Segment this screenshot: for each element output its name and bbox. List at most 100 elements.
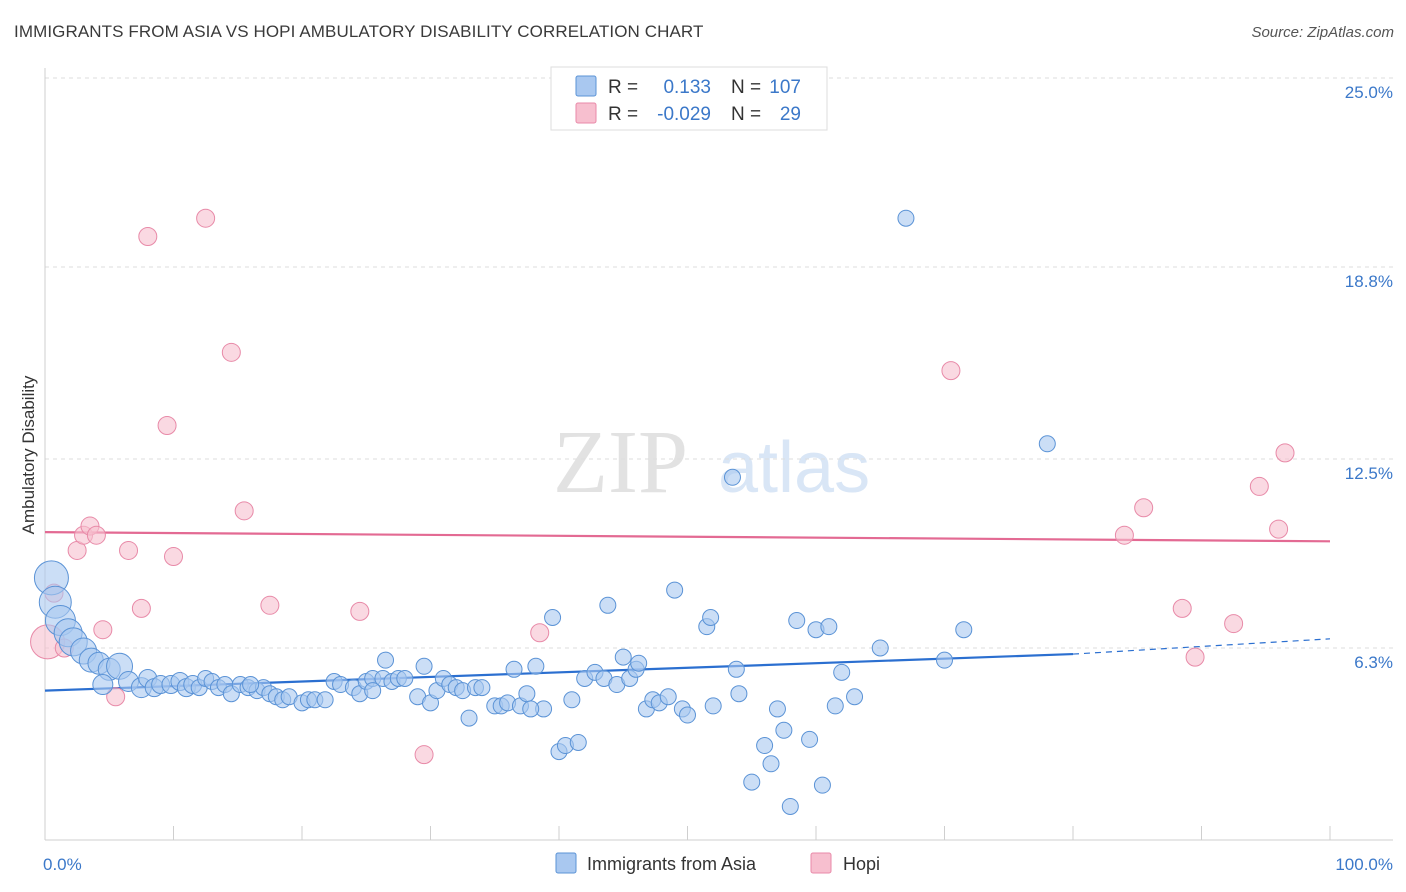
data-point-blue (599, 596, 617, 614)
data-point-pink (138, 226, 158, 246)
legend-r-value-0: 0.133 (663, 77, 711, 98)
data-point-blue (955, 621, 973, 639)
data-point-blue (788, 612, 806, 630)
data-point-blue (756, 737, 774, 755)
data-point-blue (727, 660, 745, 678)
data-point-pink (131, 598, 151, 618)
data-point-blue (544, 608, 562, 626)
data-point-pink (1249, 476, 1269, 496)
data-point-blue (505, 660, 523, 678)
data-point-blue (743, 773, 761, 791)
data-point-blue (563, 691, 581, 709)
bottom-legend-swatch-blue (555, 852, 577, 874)
data-point-blue (897, 209, 915, 227)
y-tick-label: 12.5% (1345, 464, 1393, 483)
data-point-blue (473, 679, 491, 697)
axes (44, 68, 1393, 841)
chart-title: IMMIGRANTS FROM ASIA VS HOPI AMBULATORY … (14, 22, 704, 41)
y-tick-label: 6.3% (1354, 653, 1393, 672)
data-point-pink (260, 595, 280, 615)
data-point-blue (826, 697, 844, 715)
data-point-blue (762, 755, 780, 773)
x-tick-label-max: 100.0% (1335, 855, 1393, 874)
data-point-pink (196, 208, 216, 228)
data-point-blue (522, 700, 540, 718)
data-point-blue (679, 706, 696, 724)
data-point-pink (530, 623, 550, 643)
data-point-pink (1134, 498, 1154, 518)
data-points (30, 208, 1295, 815)
data-point-blue (730, 685, 748, 703)
legend-n-value-0: 107 (769, 77, 801, 98)
data-point-pink (941, 361, 961, 381)
data-point-blue (364, 682, 382, 700)
data-point-blue (630, 654, 648, 672)
data-point-blue (775, 721, 793, 739)
y-tick-label: 18.8% (1345, 272, 1393, 291)
data-point-pink (414, 745, 434, 765)
data-point-pink (86, 525, 106, 545)
y-axis-title: Ambulatory Disability (19, 375, 38, 534)
data-point-blue (704, 697, 722, 715)
data-point-blue (242, 676, 260, 694)
gridlines (45, 77, 1393, 649)
watermark-zip: ZIP (553, 413, 688, 512)
data-point-pink (1224, 614, 1244, 634)
top-legend: R = 0.133 N = 107 R = -0.029 N = 29 (550, 66, 828, 131)
data-point-blue (460, 709, 478, 727)
x-ticks (173, 826, 1331, 840)
legend-n-label-0: N = (731, 77, 761, 98)
y-tick-labels: 6.3% 12.5% 18.8% 25.0% (1345, 83, 1393, 672)
legend-swatch-pink (575, 102, 597, 124)
legend-r-label-1: R = (608, 104, 638, 125)
data-point-blue (702, 608, 720, 626)
data-point-pink (1185, 647, 1205, 667)
legend-n-value-1: 29 (780, 104, 801, 125)
data-point-blue (813, 776, 831, 794)
watermark-atlas: atlas (718, 428, 870, 508)
data-point-blue (377, 651, 395, 669)
data-point-pink (157, 415, 177, 435)
data-point-blue (415, 657, 433, 675)
data-point-blue (614, 648, 632, 666)
data-point-blue (871, 639, 889, 657)
data-point-blue (92, 674, 114, 696)
trend-lines (44, 531, 1331, 692)
data-point-pink (1275, 443, 1295, 463)
chart-source: Source: ZipAtlas.com (1251, 24, 1394, 41)
watermark: ZIP atlas (553, 413, 870, 512)
data-point-pink (350, 601, 370, 621)
data-point-blue (659, 688, 677, 706)
data-point-blue (666, 581, 684, 599)
bottom-legend: Immigrants from Asia Hopi (555, 852, 880, 874)
data-point-pink (93, 620, 113, 640)
data-point-blue (781, 797, 799, 815)
data-point-pink (119, 540, 139, 560)
data-point-blue (569, 733, 587, 751)
legend-n-label-1: N = (731, 104, 761, 125)
trend-line-extension-blue (1072, 638, 1331, 655)
legend-r-label-0: R = (608, 77, 638, 98)
data-point-pink (1269, 519, 1289, 539)
data-point-pink (221, 342, 241, 362)
trend-line-pink (44, 531, 1331, 543)
data-point-pink (164, 547, 183, 567)
data-point-blue (936, 651, 953, 669)
data-point-blue (846, 688, 864, 706)
x-tick-label-min: 0.0% (43, 855, 82, 874)
bottom-legend-label-blue: Immigrants from Asia (587, 854, 757, 874)
data-point-pink (1172, 598, 1192, 618)
y-tick-label: 25.0% (1345, 83, 1393, 102)
data-point-blue (527, 657, 545, 675)
data-point-blue (1038, 435, 1056, 453)
data-point-pink (234, 501, 254, 521)
legend-swatch-blue (575, 75, 597, 97)
data-point-pink (1114, 525, 1134, 545)
data-point-blue (723, 468, 741, 486)
data-point-pink (106, 687, 126, 707)
data-point-blue (801, 730, 819, 748)
bottom-legend-swatch-pink (810, 852, 832, 874)
data-point-blue (396, 669, 414, 687)
data-point-blue (833, 663, 851, 681)
